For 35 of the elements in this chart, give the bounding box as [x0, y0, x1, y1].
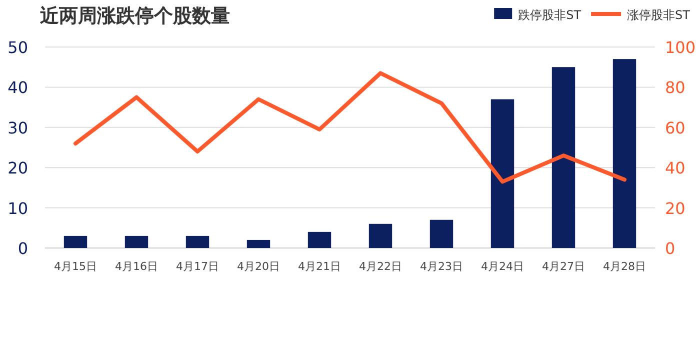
bar [246, 240, 270, 248]
x-tick-label: 4月21日 [298, 260, 341, 273]
x-tick-label: 4月15日 [54, 260, 97, 273]
y-tick-label: 40 [8, 78, 28, 98]
bar [186, 236, 210, 248]
legend-label: 涨停股非ST [627, 8, 691, 22]
y2-tick-label: 0 [665, 239, 676, 258]
legend-label: 跌停股非ST [518, 8, 582, 22]
bar [552, 67, 576, 248]
x-tick-label: 4月28日 [603, 260, 646, 273]
y2-tick-label: 80 [665, 78, 686, 98]
bar [124, 236, 148, 248]
y-tick-label: 50 [8, 38, 28, 57]
bar [64, 236, 88, 248]
y2-tick-label: 20 [665, 198, 686, 218]
x-tick-label: 4月17日 [176, 260, 219, 273]
y-tick-label: 0 [18, 239, 28, 258]
y2-tick-label: 100 [665, 38, 696, 57]
y-tick-label: 20 [8, 158, 28, 178]
bar [308, 232, 332, 248]
bar [368, 224, 392, 248]
y-tick-label: 10 [8, 198, 28, 218]
x-tick-label: 4月22日 [359, 260, 402, 273]
y-tick-label: 30 [8, 118, 28, 138]
bar [490, 99, 514, 248]
y2-tick-label: 60 [665, 118, 686, 138]
bar [612, 59, 636, 248]
bar [430, 220, 454, 248]
x-tick-label: 4月16日 [115, 260, 158, 273]
y2-tick-label: 40 [665, 158, 686, 178]
x-tick-label: 4月20日 [237, 260, 280, 273]
x-tick-label: 4月23日 [420, 260, 463, 273]
x-tick-label: 4月24日 [481, 260, 524, 273]
x-tick-label: 4月27日 [542, 260, 585, 273]
chart-title: 近两周涨跌停个股数量 [39, 5, 230, 27]
